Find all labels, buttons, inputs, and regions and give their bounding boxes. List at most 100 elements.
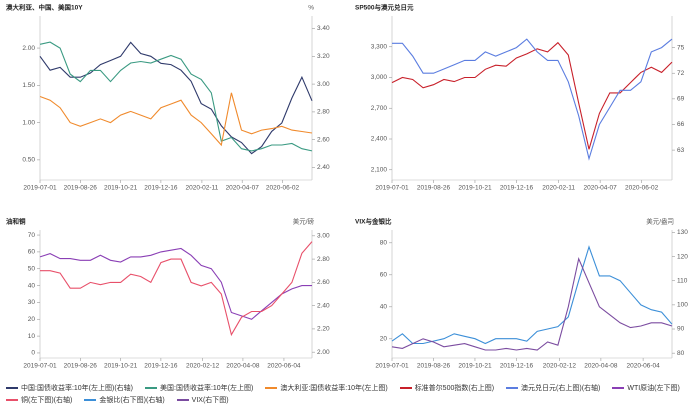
y-tick-label: 0 bbox=[31, 350, 35, 357]
y2-axis-label: 美元/盎司 bbox=[646, 217, 674, 226]
y-tick-label: 40 bbox=[380, 304, 388, 311]
x-tick-label: 2019-10-21 bbox=[104, 363, 138, 370]
y-tick-label: 3,000 bbox=[371, 74, 388, 81]
y-tick-label: 60 bbox=[28, 249, 36, 256]
legend-item: 澳元兑日元(右上图)(右轴) bbox=[506, 383, 600, 393]
legend-label: WTI原油(左下图) bbox=[627, 385, 680, 392]
x-tick-label: 2019-08-26 bbox=[417, 185, 451, 192]
series-line bbox=[392, 38, 673, 161]
legend-item: VIX(右下图) bbox=[176, 395, 229, 405]
legend: 中国:国债收益率:10年(左上图)(右轴) 美国:国债收益率:10年(左上图) 澳大… bbox=[6, 383, 696, 405]
x-tick-label: 2019-07-01 bbox=[375, 363, 409, 370]
y2-tick-label: 72 bbox=[677, 70, 685, 77]
x-tick-label: 2020-04-07 bbox=[584, 185, 618, 192]
x-tick-label: 2019-10-21 bbox=[458, 185, 492, 192]
series-line bbox=[39, 92, 313, 147]
legend-item: WTI原油(左下图) bbox=[612, 383, 680, 393]
x-tick-label: 2019-08-26 bbox=[417, 363, 451, 370]
legend-swatch bbox=[506, 387, 519, 389]
x-tick-label: 2019-07-01 bbox=[23, 363, 57, 370]
chart-title: SP500与澳元兑日元 bbox=[355, 3, 414, 12]
x-tick-label: 2020-06-04 bbox=[267, 363, 301, 370]
y2-tick-label: 2.80 bbox=[317, 109, 330, 116]
y2-tick-label: 2.60 bbox=[317, 136, 330, 143]
y2-tick-label: 2.60 bbox=[317, 279, 330, 286]
legend-swatch bbox=[265, 387, 278, 389]
y-tick-label: 30 bbox=[28, 299, 36, 306]
y-tick-label: 40 bbox=[28, 282, 36, 289]
y2-tick-label: 75 bbox=[677, 44, 685, 51]
y2-tick-label: 130 bbox=[677, 229, 688, 236]
y-tick-label: 60 bbox=[380, 272, 388, 279]
x-tick-label: 2019-12-16 bbox=[144, 185, 178, 192]
x-tick-label: 2020-04-08 bbox=[584, 363, 618, 370]
y2-tick-label: 2.80 bbox=[317, 256, 330, 263]
x-tick-label: 2019-10-21 bbox=[458, 363, 492, 370]
x-tick-label: 2019-07-01 bbox=[23, 185, 57, 192]
x-tick-label: 2019-12-16 bbox=[500, 363, 534, 370]
x-tick-label: 2020-02-12 bbox=[186, 363, 220, 370]
y-tick-label: 0.50 bbox=[22, 157, 35, 164]
x-tick-label: 2019-08-26 bbox=[64, 185, 98, 192]
legend-label: 美国:国债收益率:10年(左上图) bbox=[160, 385, 254, 392]
legend-swatch bbox=[6, 399, 18, 401]
y-tick-label: 2,100 bbox=[371, 166, 388, 173]
x-tick-label: 2019-12-16 bbox=[500, 185, 534, 192]
x-tick-label: 2019-07-01 bbox=[375, 185, 409, 192]
y-tick-label: 70 bbox=[28, 232, 36, 239]
y2-tick-label: 3.00 bbox=[317, 81, 330, 88]
legend-label: 铜(左下图)(右轴) bbox=[21, 397, 73, 404]
legend-item: 美国:国债收益率:10年(左上图) bbox=[145, 383, 253, 393]
y2-tick-label: 69 bbox=[677, 96, 685, 103]
x-tick-label: 2020-04-08 bbox=[226, 363, 260, 370]
y-tick-label: 20 bbox=[380, 336, 388, 343]
y-tick-label: 80 bbox=[380, 240, 388, 247]
charts: 澳大利亚、中国、美国10Y % 0.50 1.00 1.50 2.00 2.40 2.60 2.… bbox=[6, 3, 688, 370]
x-tick-label: 2019-10-21 bbox=[104, 185, 138, 192]
legend-swatch bbox=[176, 399, 189, 401]
y-tick-label: 2.00 bbox=[22, 45, 35, 52]
legend-item: 标准普尔500指数(右上图) bbox=[399, 383, 494, 393]
y2-tick-label: 100 bbox=[677, 302, 688, 309]
x-tick-label: 2020-02-12 bbox=[543, 363, 577, 370]
legend-label: 中国:国债收益率:10年(左上图)(右轴) bbox=[21, 385, 133, 392]
legend-swatch bbox=[84, 399, 97, 401]
y-tick-label: 20 bbox=[28, 316, 36, 323]
x-tick-label: 2020-06-02 bbox=[625, 185, 659, 192]
x-tick-label: 2020-02-11 bbox=[186, 185, 219, 192]
y-tick-label: 2,400 bbox=[371, 136, 388, 143]
chart-title: VIX与金银比 bbox=[355, 217, 392, 226]
legend-swatch bbox=[612, 387, 625, 389]
legend-label: VIX(右下图) bbox=[191, 397, 229, 404]
y2-tick-label: 3.20 bbox=[317, 53, 330, 60]
y2-axis-label: 美元/磅 bbox=[293, 217, 315, 226]
legend-swatch bbox=[145, 387, 157, 389]
y2-tick-label: 3.40 bbox=[317, 25, 330, 32]
y2-tick-label: 2.20 bbox=[317, 326, 330, 333]
x-tick-label: 2020-06-02 bbox=[266, 185, 300, 192]
x-tick-label: 2019-08-26 bbox=[64, 363, 98, 370]
series-line bbox=[391, 245, 673, 345]
legend-item: 中国:国债收益率:10年(左上图)(右轴) bbox=[6, 383, 133, 393]
y2-tick-label: 66 bbox=[677, 121, 685, 128]
y2-tick-label: 80 bbox=[677, 350, 685, 357]
chart-title: 澳大利亚、中国、美国10Y bbox=[6, 3, 83, 12]
y2-tick-label: 2.00 bbox=[317, 349, 330, 356]
y-tick-label: 10 bbox=[28, 333, 36, 340]
series-line bbox=[39, 41, 313, 152]
legend-item: 金银比(右下图)(右轴) bbox=[84, 395, 165, 405]
x-tick-label: 2020-02-11 bbox=[542, 185, 575, 192]
y2-tick-label: 110 bbox=[677, 277, 688, 284]
legend-swatch bbox=[6, 387, 18, 389]
legend-label: 澳大利亚:国债收益率:10年(左上图) bbox=[280, 385, 388, 392]
x-tick-label: 2019-12-16 bbox=[144, 363, 178, 370]
y-tick-label: 2,700 bbox=[371, 105, 388, 112]
y-tick-label: 50 bbox=[28, 265, 36, 272]
y2-tick-label: 2.40 bbox=[317, 302, 330, 309]
series-line bbox=[39, 247, 312, 320]
x-tick-label: 2020-04-07 bbox=[226, 185, 260, 192]
y2-axis-label: % bbox=[308, 5, 314, 12]
y2-tick-label: 120 bbox=[677, 253, 688, 260]
series-line bbox=[391, 41, 673, 150]
